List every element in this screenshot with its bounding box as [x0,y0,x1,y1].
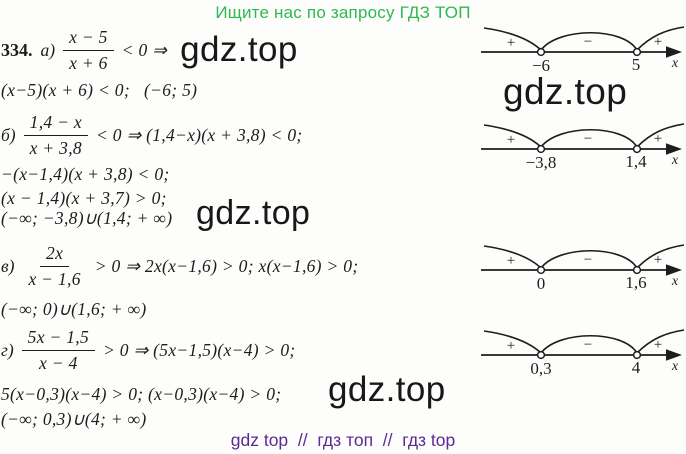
axis-label-x: x [671,56,679,71]
part-b-step-2: −(x−1,4)(x + 3,8) < 0; [1,164,170,184]
number-line-diagram-v: + − + 0 1,6 x [481,244,685,293]
number-line-diagram-b: + − + −3,8 1,4 x [481,123,685,172]
open-point-1 [536,265,546,275]
sign-plus-left: + [507,253,515,269]
sign-curve-right [636,244,685,269]
fraction-b: 1,4 − x x + 3,8 [23,112,88,159]
open-point-1 [536,144,546,154]
part-v-row: в) 2x x − 1,6 > 0 ⇒ 2x(x−1,6) > 0; x(x−1… [1,243,358,290]
open-point-2 [632,265,642,275]
part-b-relation: < 0 ⇒ (1,4−x)(x + 3,8) < 0; [95,125,303,145]
sign-minus-middle: − [584,252,592,268]
fraction-a-numerator: x − 5 [63,27,114,51]
part-a-relation: < 0 ⇒ [121,40,168,60]
sign-curve-middle [540,250,638,269]
point-label-1: 0,3 [530,359,551,378]
part-v-answer: (−∞; 0)∪(1,6; + ∞) [1,299,147,319]
sign-curve-left [483,330,542,354]
sign-curve-middle [540,32,638,51]
part-g-relation: > 0 ⇒ (5x−1,5)(x−4) > 0; [103,340,296,360]
fraction-g-numerator: 5x − 1,5 [21,327,96,351]
watermark-gdztop-a: gdz.top [180,30,298,70]
fraction-b-denominator: x + 3,8 [29,138,82,158]
axis-label-x: x [671,153,679,168]
open-point-1 [536,47,546,57]
open-point-1 [536,350,546,360]
sign-curve-left [483,124,542,148]
point-label-2: 1,6 [625,273,646,292]
sign-curve-right [636,123,685,148]
point-label-1: −3,8 [526,153,557,172]
part-g-step-2: 5(x−0,3)(x−4) > 0; (x−0,3)(x−4) > 0; [1,384,282,404]
fraction-g-denominator: x − 4 [39,353,78,373]
part-g-label: г) [1,340,14,360]
fraction-v: 2x x − 1,6 [22,243,86,290]
sign-plus-right: + [654,34,662,50]
site-footer: gdz top // гдз топ // гдз top [230,430,456,450]
problem-number: 334. [1,40,33,60]
watermark-gdztop-middle: gdz.top [196,194,311,232]
part-v-label: в) [1,256,15,276]
sign-curve-middle [540,129,638,148]
open-point-2 [632,350,642,360]
point-label-2: 1,4 [625,152,647,171]
fraction-v-numerator: 2x [40,243,70,267]
point-label-1: 0 [537,274,546,293]
fraction-a-denominator: x + 6 [69,53,108,73]
axis-label-x: x [671,359,679,374]
watermark-gdztop-right: gdz.top [503,71,628,112]
sign-plus-left: + [507,132,515,148]
fraction-v-denominator: x − 1,6 [28,269,81,289]
part-g-row: г) 5x − 1,5 x − 4 > 0 ⇒ (5x−1,5)(x−4) > … [1,327,296,374]
part-b-row: б) 1,4 − x x + 3,8 < 0 ⇒ (1,4−x)(x + 3,8… [1,112,303,159]
open-point-2 [632,47,642,57]
number-line-diagram-a: + − + −6 5 x [481,26,685,75]
sign-plus-right: + [654,337,662,353]
sign-minus-middle: − [584,337,592,353]
sign-plus-right: + [654,131,662,147]
sign-plus-right: + [654,252,662,268]
sign-minus-middle: − [584,131,592,147]
point-label-2: 4 [632,358,641,377]
axis-arrow [666,349,682,361]
part-b-step-3: (x − 1,4)(x + 3,7) > 0; [1,188,167,208]
fraction-g: 5x − 1,5 x − 4 [21,327,96,374]
point-label-2: 5 [632,55,641,74]
part-v-relation: > 0 ⇒ 2x(x−1,6) > 0; x(x−1,6) > 0; [94,256,359,276]
axis-arrow [666,143,682,155]
axis-arrow [666,46,682,58]
sign-curve-left [483,27,542,51]
sign-minus-middle: − [584,34,592,50]
part-a-label: а) [40,40,56,60]
watermark-gdztop-bottom: gdz.top [328,370,446,409]
part-g-answer: (−∞; 0,3)∪(4; + ∞) [1,409,147,429]
part-a-row: 334. а) x − 5 x + 6 < 0 ⇒ gdz.top [1,27,298,74]
part-b-answer: (−∞; −3,8)∪(1,4; + ∞) [1,208,173,228]
fraction-a: x − 5 x + 6 [63,27,114,74]
sign-curve-right [636,26,685,51]
sign-curve-right [636,329,685,354]
sign-curve-middle [540,335,638,354]
part-b-label: б) [1,125,16,145]
sign-plus-left: + [507,338,515,354]
fraction-b-numerator: 1,4 − x [23,112,88,136]
open-point-2 [632,144,642,154]
axis-label-x: x [671,274,679,289]
point-label-1: −6 [532,56,550,75]
part-a-step: (x−5)(x + 6) < 0; (−6; 5) [1,80,198,100]
sign-plus-left: + [507,35,515,51]
axis-arrow [666,264,682,276]
site-banner: Ищите нас по запросу ГДЗ ТОП [215,3,471,22]
number-line-diagram-g: + − + 0,3 4 x [481,329,685,378]
sign-curve-left [483,245,542,269]
